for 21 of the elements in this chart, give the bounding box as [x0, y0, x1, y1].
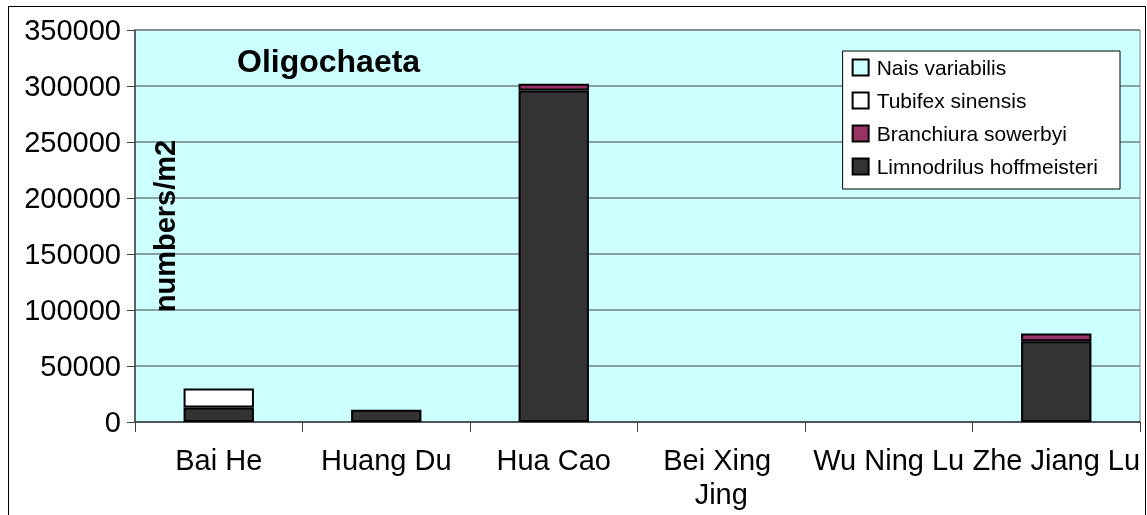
x-tick-label: Huang Du	[320, 444, 452, 476]
y-tick-label: 150000	[24, 238, 121, 270]
x-tick-label: Zhe Jiang Lu	[972, 444, 1141, 476]
y-tick-label: 350000	[24, 14, 121, 46]
y-tick-label: 100000	[24, 294, 121, 326]
y-tick-label: 300000	[24, 70, 121, 102]
y-axis-title: numbers/m2	[148, 139, 181, 313]
y-tick-label: 50000	[40, 350, 121, 382]
x-tick-label: Wu Ning Lu	[813, 444, 965, 476]
x-tick-label: Hua Cao	[496, 444, 611, 476]
chart-title: Oligochaeta	[237, 43, 421, 79]
x-tick-label: Bei Xing Jing	[663, 444, 780, 510]
legend-label: Limnodrilus hoffmeisteri	[876, 155, 1098, 178]
legend-label: Nais variabilis	[876, 56, 1007, 79]
x-tick-label: Bai He	[175, 444, 263, 476]
legend-label: Tubifex sinensis	[876, 89, 1027, 112]
y-tick-label: 250000	[24, 126, 121, 158]
y-tick-label: 0	[104, 406, 121, 438]
y-tick-label: 200000	[24, 182, 121, 214]
legend-label: Branchiura sowerbyi	[876, 122, 1067, 145]
bar	[351, 409, 422, 422]
